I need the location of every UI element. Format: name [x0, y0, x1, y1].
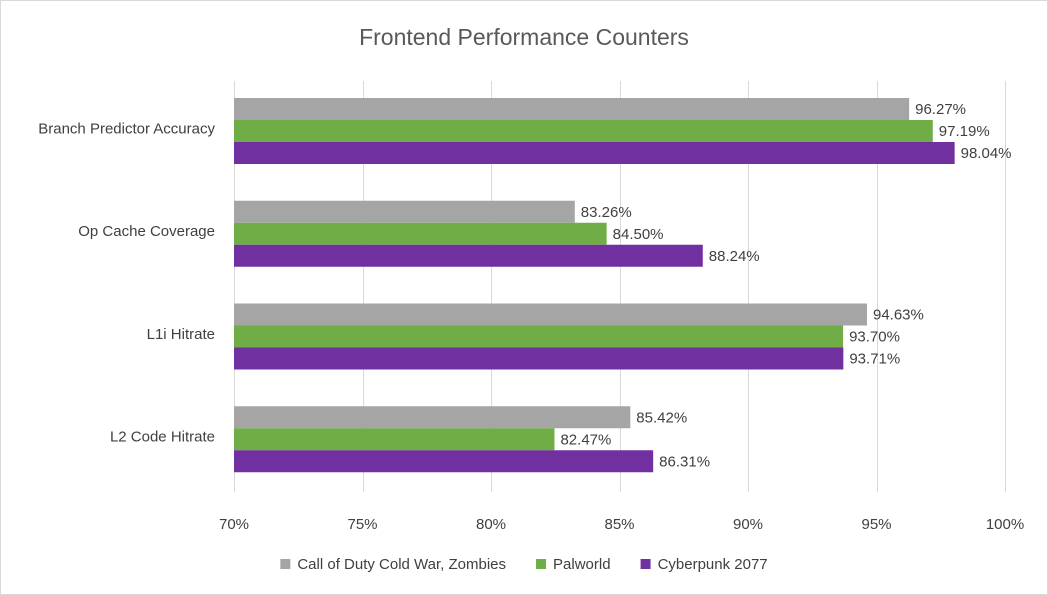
category-label: Op Cache Coverage	[78, 223, 215, 240]
bars	[234, 98, 955, 473]
data-label: 98.04%	[961, 145, 1012, 162]
data-label: 85.42%	[636, 409, 687, 426]
bar	[234, 347, 844, 370]
x-axis-ticks: 70% 75% 80% 85% 90% 95% 100%	[219, 516, 1024, 533]
x-tick-label: 75%	[347, 516, 377, 533]
bar	[234, 303, 867, 326]
x-tick-label: 70%	[219, 516, 249, 533]
bar	[234, 428, 555, 451]
x-tick-label: 80%	[476, 516, 506, 533]
legend-item: Call of Duty Cold War, Zombies	[280, 556, 506, 573]
data-label: 83.26%	[581, 204, 632, 221]
data-label: 94.63%	[873, 307, 924, 324]
bar	[234, 222, 607, 245]
x-tick-label: 95%	[861, 516, 891, 533]
data-label: 96.27%	[915, 101, 966, 118]
bar	[234, 325, 844, 348]
legend-label: Call of Duty Cold War, Zombies	[297, 556, 506, 573]
legend-label: Palworld	[553, 556, 611, 573]
data-label: 84.50%	[613, 226, 664, 243]
data-label: 88.24%	[709, 248, 760, 265]
category-label: L1i Hitrate	[147, 326, 215, 343]
data-label: 97.19%	[939, 123, 990, 140]
category-label: Branch Predictor Accuracy	[38, 120, 215, 137]
data-label: 86.31%	[659, 453, 710, 470]
bar	[234, 142, 955, 164]
legend-item: Palworld	[536, 556, 611, 573]
chart-title: Frontend Performance Counters	[359, 24, 689, 50]
data-labels: 96.27% 97.19% 98.04% 83.26% 84.50% 88.24% 94.6…	[560, 101, 1011, 470]
bar	[234, 406, 631, 429]
legend-swatch	[280, 559, 291, 569]
bar	[234, 120, 933, 142]
data-label: 82.47%	[560, 431, 611, 448]
bar	[234, 200, 575, 223]
data-label: 93.70%	[849, 329, 900, 346]
category-labels: Branch Predictor Accuracy Op Cache Covera…	[38, 120, 215, 445]
bar	[234, 244, 703, 267]
legend: Call of Duty Cold War, Zombies Palworld Cy…	[280, 556, 768, 573]
x-tick-label: 100%	[986, 516, 1024, 533]
x-tick-label: 85%	[604, 516, 634, 533]
legend-label: Cyberpunk 2077	[658, 556, 768, 573]
x-tick-label: 90%	[733, 516, 763, 533]
bar	[234, 98, 910, 120]
bar	[234, 450, 654, 473]
category-label: L2 Code Hitrate	[110, 429, 215, 446]
legend-item: Cyberpunk 2077	[640, 556, 768, 573]
legend-swatch	[536, 559, 547, 569]
legend-swatch	[640, 559, 651, 569]
data-label: 93.71%	[849, 351, 900, 368]
